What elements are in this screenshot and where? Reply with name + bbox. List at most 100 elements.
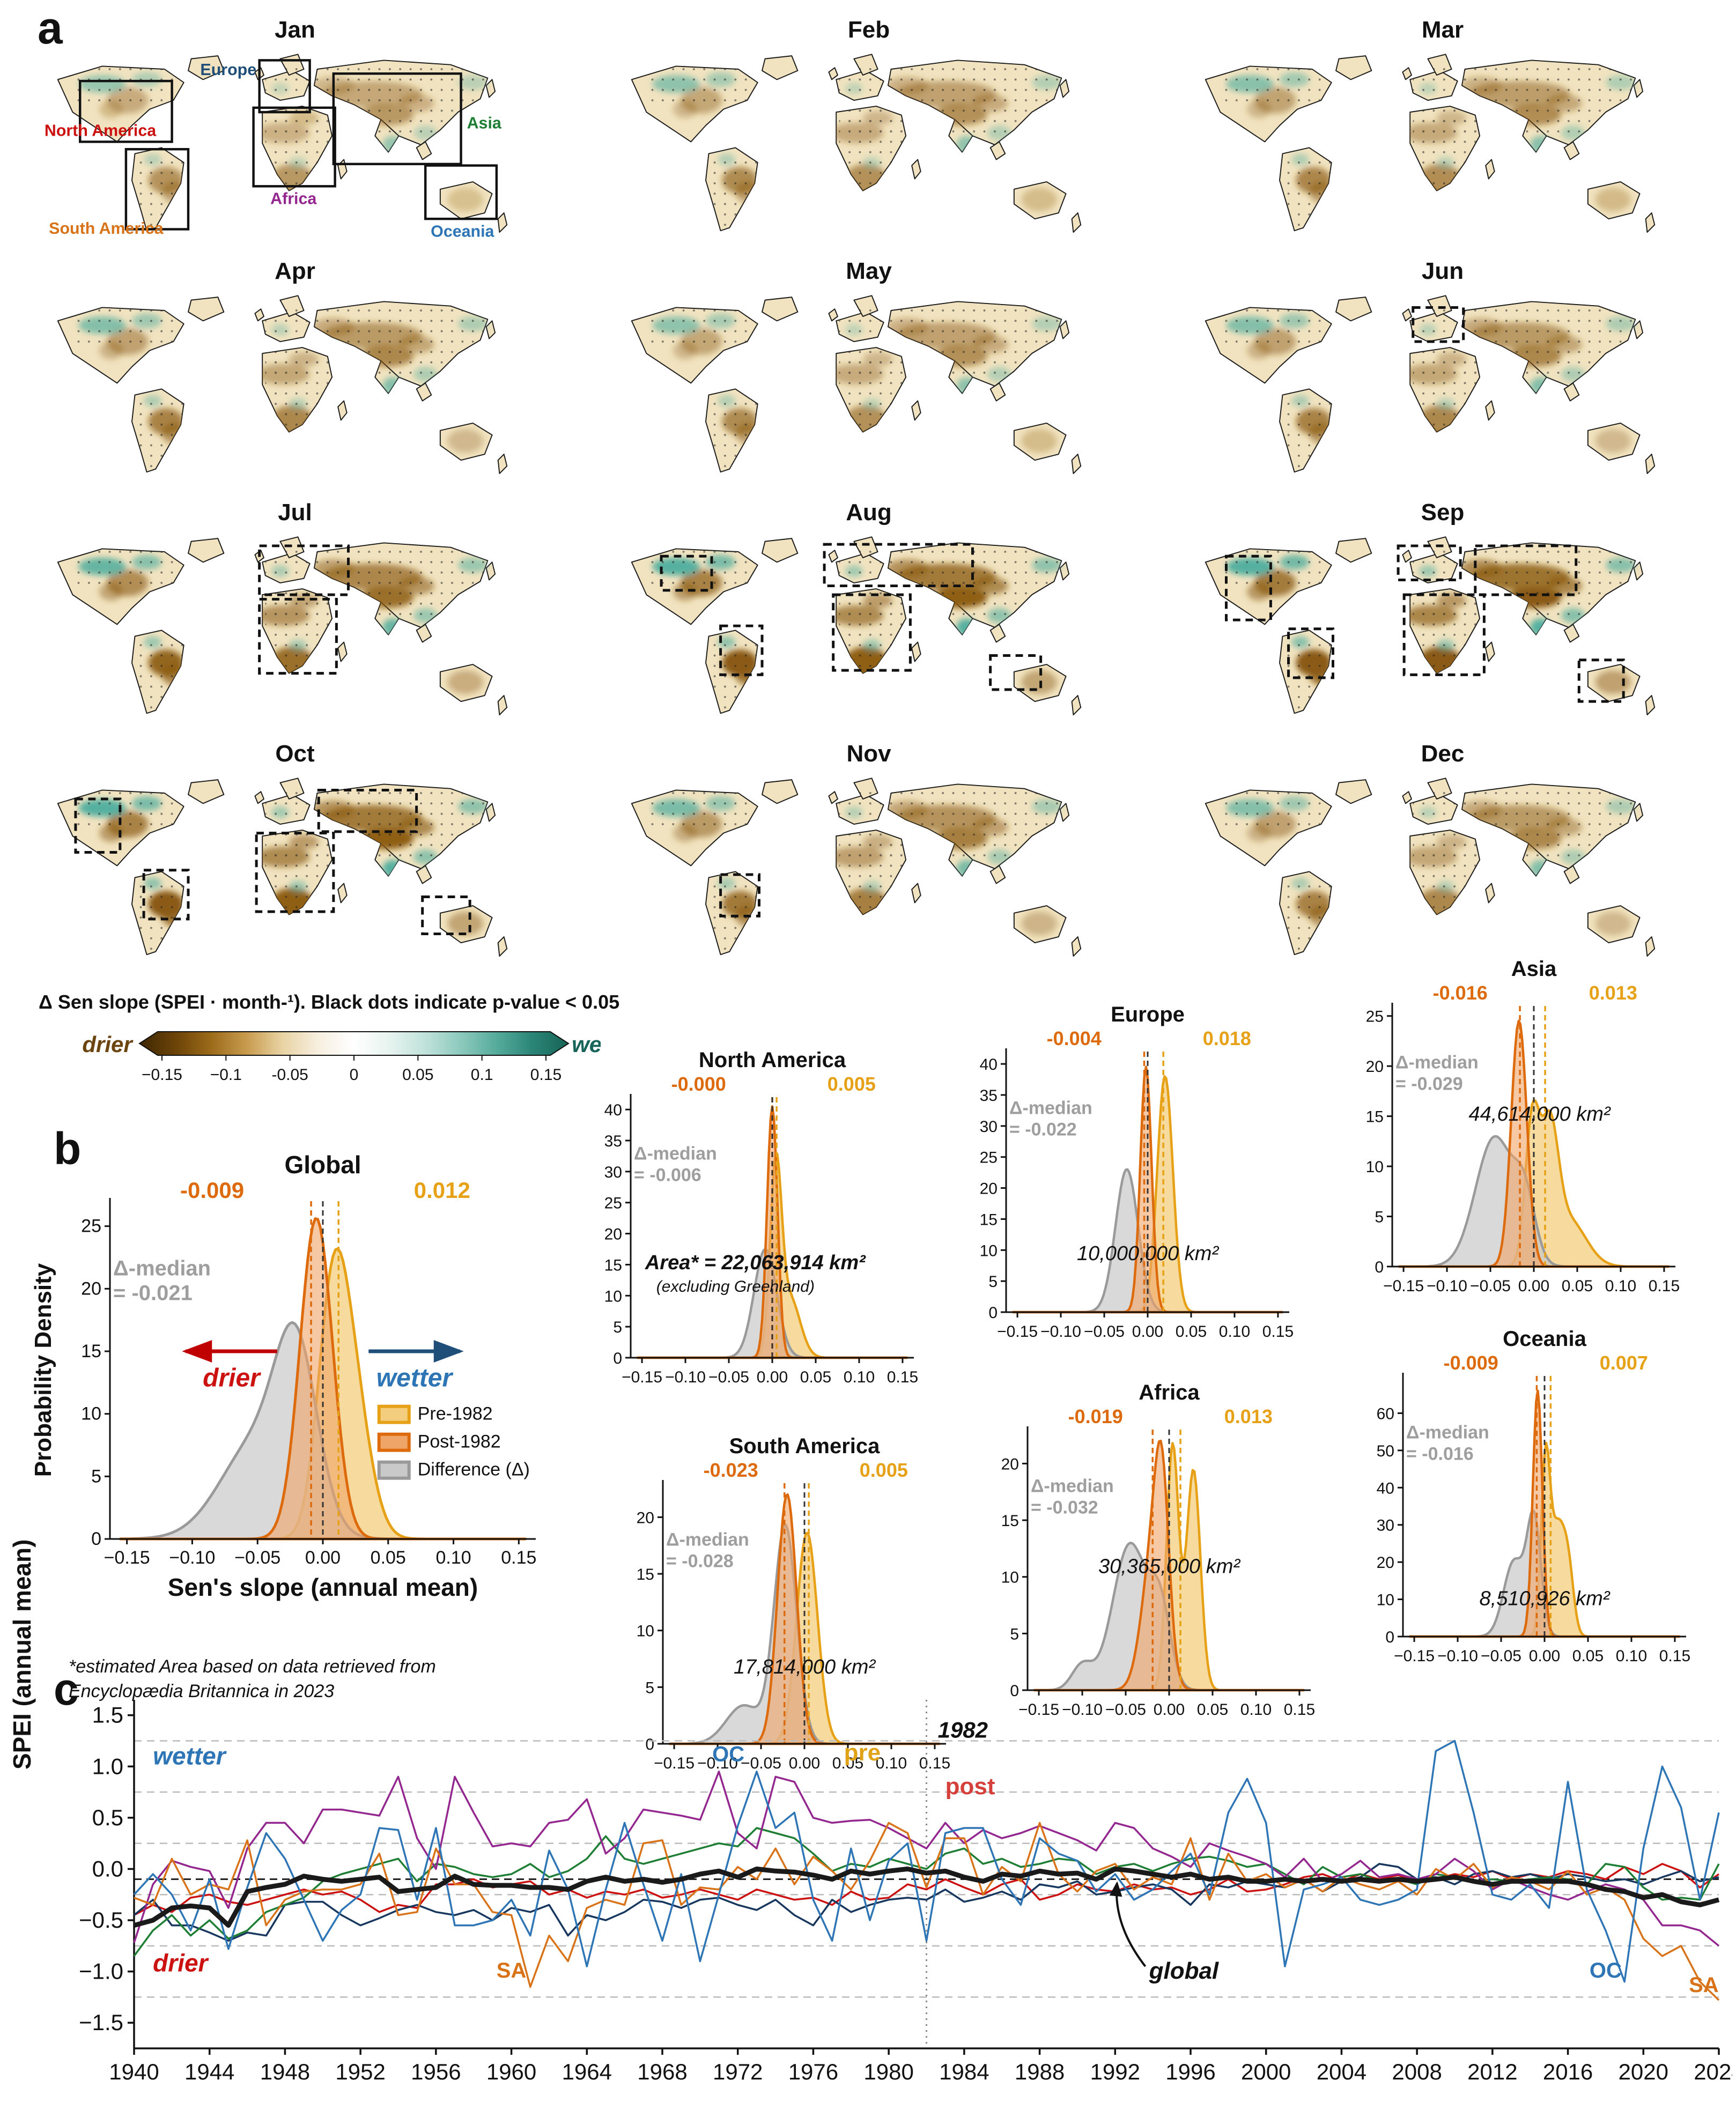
map-cell-dec: Dec: [1156, 740, 1730, 981]
xtick: 0.05: [1572, 1647, 1604, 1665]
year-tick: 2016: [1543, 2059, 1593, 2084]
spei-ytick: 1.5: [92, 1703, 123, 1728]
ytick: 10: [604, 1287, 622, 1305]
delta-median-label: Δ-median: [1009, 1098, 1092, 1119]
kde-global: 0 5 10 15 20 25 −0.15 −0.10 −0.05 0.00 0.05 0.10 0.1…: [29, 1148, 544, 1622]
ytick: 20: [1377, 1554, 1394, 1572]
legend-swatch: [377, 1460, 411, 1480]
year-tick: 2020: [1619, 2059, 1668, 2084]
ytick: 15: [637, 1566, 654, 1583]
xtick: 0.00: [789, 1755, 820, 1772]
xtick: −0.05: [708, 1368, 749, 1386]
ytick: 40: [604, 1101, 622, 1119]
ytick: 5: [91, 1466, 101, 1486]
xtick: −0.15: [654, 1755, 695, 1772]
pre-median-value: 0.018: [1203, 1027, 1251, 1049]
kde-svg-global: 0 5 10 15 20 25 −0.15 −0.10 −0.05 0.00 0.05 0.10 0.1…: [30, 1151, 536, 1601]
ytick: 60: [1377, 1405, 1394, 1423]
region-box: [719, 873, 760, 917]
xtick: −0.05: [234, 1548, 280, 1568]
delta-median-label: Δ-median: [634, 1144, 717, 1164]
region-box: [421, 895, 471, 936]
kde-svg-asia: 0 5 10 15 20 25 −0.15 −0.10 −0.05 0.00 0.05 0.10 0.1…: [1366, 957, 1680, 1295]
ytick: 5: [988, 1273, 998, 1291]
ytick: 35: [604, 1133, 622, 1150]
ytick: 10: [1366, 1158, 1384, 1176]
kde-title-asia: Asia: [1511, 957, 1557, 981]
xtick: 0.00: [1154, 1701, 1185, 1719]
ytick: 0: [988, 1304, 998, 1322]
xtick: 0.10: [844, 1368, 875, 1386]
ytick: 5: [613, 1319, 622, 1336]
post-median-value: -0.009: [1444, 1352, 1498, 1374]
pre-median-value: 0.005: [860, 1459, 908, 1481]
region-box: [332, 72, 462, 166]
xtick: 0.15: [1262, 1323, 1294, 1341]
month-title-nov: Nov: [846, 741, 891, 767]
year-tick: 1988: [1015, 2059, 1065, 2084]
xtick: 0.05: [1562, 1277, 1593, 1295]
region-label-north-america: North America: [45, 121, 157, 139]
spei-ytick: 0.0: [92, 1856, 123, 1881]
annotation-1982: 1982: [938, 1718, 988, 1743]
kde-oceania: 0 10 20 30 40 50 60 −0.15 −0.10 −0.05 0.00 0.05 0.10…: [1357, 1324, 1695, 1681]
year-tick: 1944: [184, 2059, 234, 2084]
region-box: [1287, 627, 1334, 679]
region-box: [823, 543, 974, 588]
world-map-sep: [1205, 536, 1656, 715]
month-title-mar: Mar: [1421, 17, 1464, 43]
year-tick: 2012: [1467, 2059, 1517, 2084]
spei-timeseries-chart: 1.5 1.0 0.5 0.0 −0.5 −1.0 −1.5 1940 1944 1948 1952…: [48, 1692, 1736, 2099]
kde-south-america: 0 5 10 15 20 −0.15 −0.10 −0.05 0.00 0.05 0.10 0.15 S…: [617, 1432, 955, 1788]
xtick: 0.15: [1659, 1647, 1690, 1665]
map-cell-oct: Oct: [8, 740, 582, 981]
xtick: −0.15: [1383, 1277, 1424, 1295]
colorbar-tick: 0: [350, 1066, 359, 1084]
series-africa: [133, 1771, 1720, 1947]
world-map-nov: [631, 778, 1082, 957]
ytick: 50: [1377, 1442, 1394, 1460]
ytick: 35: [980, 1087, 998, 1105]
ytick: 0: [91, 1529, 101, 1549]
delta-median-value: = -0.016: [1406, 1444, 1474, 1464]
world-map-apr: [57, 295, 508, 474]
region-box: [424, 164, 498, 220]
ytick: 30: [1377, 1517, 1394, 1535]
ytick: 0: [1375, 1259, 1384, 1276]
series-oceania: [133, 1740, 1720, 1983]
post-median-value: -0.009: [180, 1178, 244, 1203]
xtick: 0.05: [800, 1368, 831, 1386]
pre-median-value: 0.005: [828, 1073, 876, 1095]
delta-median-label: Δ-median: [1406, 1423, 1489, 1443]
xtick: −0.15: [1018, 1701, 1059, 1719]
ytick: 5: [645, 1679, 654, 1697]
year-tick: 1952: [335, 2059, 385, 2084]
ytick: 30: [980, 1118, 998, 1136]
world-map-jul: [57, 536, 508, 715]
region-box: [1474, 544, 1578, 596]
ytick: 10: [81, 1404, 101, 1424]
year-tick: 2008: [1392, 2059, 1442, 2084]
xtick: −0.05: [1481, 1647, 1521, 1665]
delta-median-value: = -0.032: [1031, 1498, 1098, 1518]
ytick: 20: [81, 1278, 101, 1299]
xtick: 0.15: [501, 1548, 536, 1568]
year-tick: 1980: [863, 2059, 913, 2084]
footnote-line2: Encyclopædia Britannica in 2023: [69, 1681, 335, 1701]
xtick: 0.15: [1284, 1701, 1315, 1719]
xtick: −0.15: [1394, 1647, 1435, 1665]
year-tick: 2004: [1317, 2059, 1366, 2084]
area-value: 44,614,000 km²: [1469, 1103, 1611, 1126]
year-tick: 1976: [788, 2059, 838, 2084]
month-title-apr: Apr: [275, 258, 315, 284]
world-map-aug: [631, 536, 1082, 715]
region-box: [1224, 554, 1272, 621]
ytick: 40: [1377, 1479, 1394, 1497]
pre-median-value: 0.012: [414, 1178, 470, 1203]
region-box: [1397, 544, 1462, 581]
xtick: 0.10: [435, 1548, 471, 1568]
xtick: −0.10: [1040, 1323, 1081, 1341]
world-map-feb: [631, 54, 1082, 233]
xtick: 0.10: [1219, 1323, 1250, 1341]
